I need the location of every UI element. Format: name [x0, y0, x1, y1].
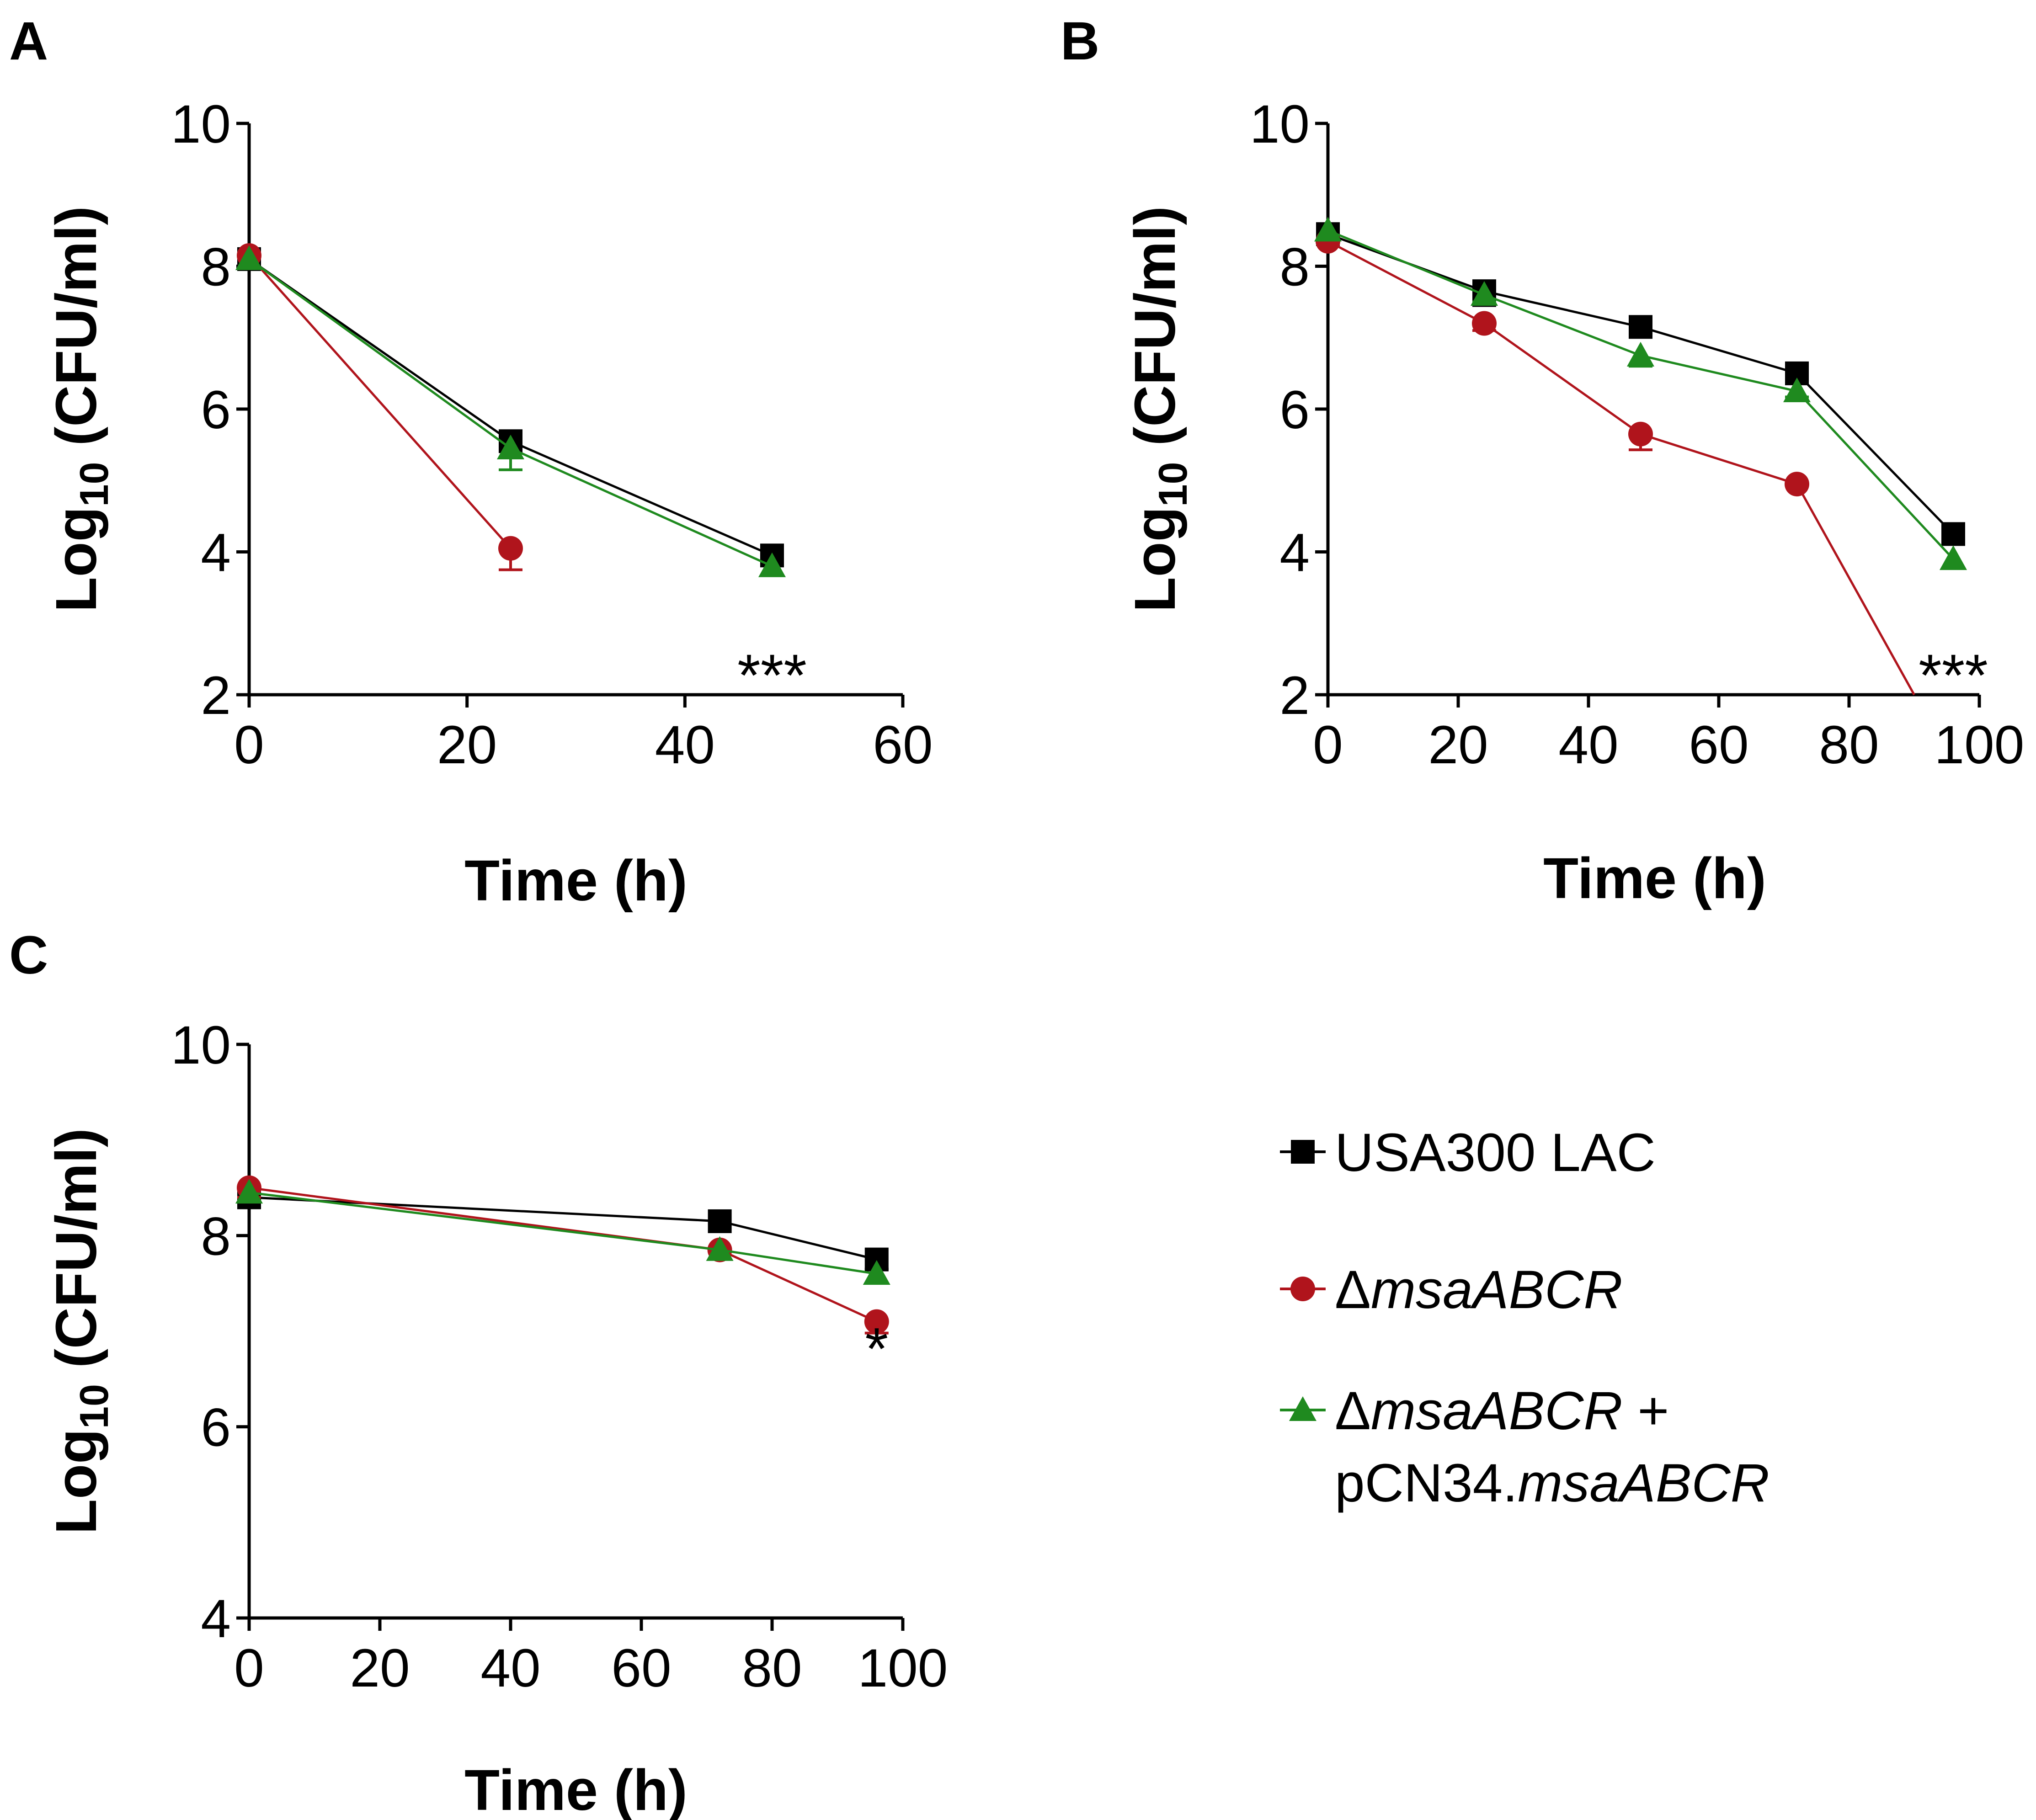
legend-item-usa300: USA300 LAC	[1280, 1123, 1656, 1183]
y-axis-title: Log10 (CFU/ml)	[44, 206, 117, 612]
data-point	[235, 1179, 263, 1204]
series-complement	[1314, 217, 1967, 570]
series-line	[248, 258, 773, 557]
data-point	[1628, 421, 1653, 447]
data-point	[1314, 217, 1342, 242]
x-tick-label: 60	[1689, 715, 1748, 775]
y-tick-label: 2	[1279, 665, 1310, 726]
panel-letter: B	[1061, 11, 1099, 71]
series-usa300	[1316, 222, 1965, 546]
legend: USA300 LAC ΔmsaABCR ΔmsaABCR + pCN34.msaABC…	[1280, 1123, 1770, 1513]
data-point	[1629, 315, 1652, 339]
significance-mark: ***	[737, 642, 807, 708]
y-tick-label: 6	[1279, 380, 1310, 440]
y-tick-label: 4	[1279, 523, 1310, 583]
series-line	[248, 255, 512, 549]
legend-item-complement: ΔmsaABCR + pCN34.msaABCR	[1280, 1381, 1770, 1513]
y-tick-label: 8	[201, 1206, 231, 1267]
x-tick-label: 40	[1558, 715, 1618, 775]
data-point	[706, 1236, 734, 1261]
legend-item-mutant: ΔmsaABCR	[1280, 1260, 1623, 1320]
x-axis-title: Time (h)	[464, 1758, 688, 1820]
x-tick-label: 60	[611, 1638, 671, 1698]
x-axis-title: Time (h)	[464, 848, 688, 913]
data-point	[864, 1309, 889, 1334]
data-point	[1471, 281, 1498, 306]
y-tick-label: 2	[201, 665, 231, 726]
series-usa300	[237, 247, 784, 568]
x-axis-title: Time (h)	[1543, 846, 1766, 910]
data-point	[1783, 377, 1811, 402]
x-tick-label: 80	[742, 1638, 802, 1698]
data-point	[498, 536, 523, 561]
panel-letter: C	[9, 925, 48, 985]
y-tick-label: 6	[201, 380, 231, 440]
x-tick-label: 60	[873, 715, 933, 775]
x-tick-label: 0	[1313, 715, 1343, 775]
data-point	[1941, 522, 1965, 546]
y-tick-label: 8	[201, 237, 231, 298]
legend-marker	[1290, 1277, 1315, 1301]
series-line	[1327, 229, 1954, 560]
y-tick-label: 4	[201, 1589, 231, 1649]
y-tick-label: 10	[171, 1015, 231, 1075]
series-mutant	[237, 1175, 889, 1335]
data-point	[1785, 472, 1809, 497]
series-mutant	[237, 243, 523, 571]
data-point	[497, 434, 524, 459]
x-tick-label: 100	[858, 1638, 948, 1698]
y-tick-label: 6	[201, 1398, 231, 1458]
series-line	[1327, 233, 1954, 535]
legend-marker	[1289, 1396, 1316, 1421]
x-tick-label: 20	[437, 715, 497, 775]
y-axis-title: Log10 (CFU/ml)	[44, 1128, 117, 1534]
data-point	[1627, 341, 1654, 367]
x-tick-label: 20	[1428, 715, 1488, 775]
series-complement	[235, 1179, 890, 1285]
series-line	[1327, 240, 1915, 696]
legend-label-line2: pCN34.msaABCR	[1335, 1453, 1770, 1513]
x-tick-label: 40	[480, 1638, 540, 1698]
significance-mark: *	[865, 1315, 889, 1382]
y-tick-label: 4	[201, 523, 231, 583]
legend-label: ΔmsaABCR	[1335, 1260, 1623, 1320]
significance-mark: ***	[1919, 642, 1988, 708]
panel-letter: A	[9, 11, 48, 71]
x-tick-label: 0	[234, 1638, 264, 1698]
x-tick-label: 20	[350, 1638, 410, 1698]
series-line	[249, 1191, 877, 1275]
panel-a: A 2 4 6 8 10 0 20 40 60 Time (h) Log10 (CFU/ml) ***	[9, 11, 933, 913]
y-tick-label: 10	[1250, 94, 1310, 154]
y-axis-title: Log10 (CFU/ml)	[1123, 206, 1195, 612]
series-complement	[235, 245, 786, 577]
data-point	[708, 1209, 732, 1233]
x-tick-label: 40	[655, 715, 715, 775]
x-tick-label: 0	[234, 715, 264, 775]
data-point	[863, 1260, 890, 1285]
series-mutant	[1316, 229, 1915, 696]
x-tick-label: 100	[1935, 715, 2025, 775]
legend-label: ΔmsaABCR +	[1335, 1381, 1669, 1441]
data-point	[758, 552, 786, 577]
x-tick-label: 80	[1819, 715, 1879, 775]
series-line	[249, 1187, 877, 1323]
y-tick-label: 8	[1279, 237, 1310, 298]
legend-marker	[1291, 1140, 1315, 1164]
data-point	[1472, 311, 1497, 336]
data-point	[235, 245, 263, 270]
legend-label: USA300 LAC	[1335, 1123, 1656, 1183]
data-point	[1940, 545, 1967, 570]
y-tick-label: 10	[171, 94, 231, 154]
